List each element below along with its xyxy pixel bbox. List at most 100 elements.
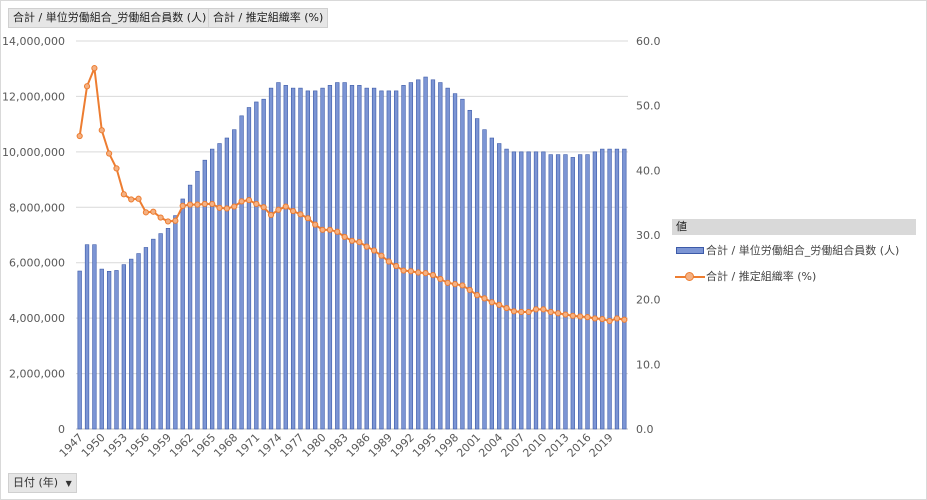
bar-union-members bbox=[239, 115, 244, 430]
line-marker bbox=[429, 271, 437, 279]
line-marker bbox=[98, 127, 105, 134]
y-left-tick-label: 12,000,000 bbox=[2, 90, 65, 103]
bar-union-members bbox=[460, 98, 465, 430]
x-tick-label: 1980 bbox=[300, 431, 329, 460]
line-marker bbox=[91, 65, 98, 72]
bar-union-members bbox=[106, 271, 112, 430]
bar-union-members bbox=[511, 151, 517, 430]
line-marker bbox=[577, 313, 584, 320]
axis-field-label: 日付 (年) bbox=[13, 476, 59, 489]
line-marker bbox=[201, 200, 208, 208]
legend-item-label: 合計 / 推定組織率 (%) bbox=[706, 270, 817, 283]
line-marker bbox=[172, 217, 179, 224]
bar-union-members bbox=[202, 159, 207, 430]
x-tick-label: 1953 bbox=[101, 431, 130, 460]
line-marker bbox=[554, 310, 562, 317]
line-marker bbox=[231, 203, 238, 210]
x-tick-label: 1995 bbox=[410, 431, 439, 460]
bar-union-members bbox=[268, 87, 274, 430]
line-marker bbox=[164, 218, 172, 225]
bar-union-members bbox=[408, 82, 414, 430]
legend-title: 値 bbox=[672, 219, 916, 235]
y-right-tick-label: 40.0 bbox=[636, 164, 661, 177]
bar-union-members bbox=[401, 85, 406, 430]
line-marker bbox=[209, 200, 216, 208]
bar-union-members bbox=[335, 82, 340, 430]
bar-union-members bbox=[482, 129, 487, 430]
bar-union-members bbox=[254, 101, 259, 430]
bar-union-members bbox=[121, 264, 126, 430]
y-left-tick-label: 10,000,000 bbox=[2, 146, 65, 159]
line-marker bbox=[312, 221, 319, 228]
x-tick-label: 1974 bbox=[256, 431, 285, 460]
line-marker bbox=[356, 239, 363, 246]
y-left-tick-label: 4,000,000 bbox=[9, 312, 65, 325]
bar-union-members bbox=[394, 90, 399, 430]
x-tick-label: 1989 bbox=[366, 431, 395, 460]
bar-union-members bbox=[600, 148, 605, 430]
x-tick-label: 1968 bbox=[211, 431, 240, 460]
bar-union-members bbox=[246, 107, 252, 430]
line-marker bbox=[245, 196, 253, 204]
bar-union-members bbox=[313, 90, 318, 430]
line-marker bbox=[518, 308, 525, 316]
bar-union-members bbox=[452, 93, 458, 430]
bar-union-members bbox=[180, 198, 185, 430]
bar-union-members bbox=[357, 85, 362, 430]
y-right-tick-label: 0.0 bbox=[636, 423, 654, 436]
legend-item-union-members[interactable]: 合計 / 単位労働組合_労働組合員数 (人) bbox=[672, 241, 916, 261]
bar-union-members bbox=[327, 85, 333, 430]
x-tick-label: 2019 bbox=[587, 431, 616, 460]
line-marker bbox=[481, 295, 488, 302]
x-tick-label: 2007 bbox=[498, 431, 527, 460]
bar-union-members bbox=[143, 247, 149, 430]
bar-union-members bbox=[592, 151, 598, 430]
bar-union-members bbox=[210, 148, 215, 430]
bar-union-members bbox=[533, 151, 539, 430]
line-marker bbox=[437, 275, 444, 283]
y-right-tick-label: 20.0 bbox=[636, 294, 661, 307]
bar-union-members bbox=[467, 109, 472, 430]
line-marker bbox=[370, 247, 378, 254]
bar-union-members bbox=[136, 253, 141, 430]
legend-item-organization-rate[interactable]: 合計 / 推定組織率 (%) bbox=[672, 267, 916, 287]
bar-union-members bbox=[173, 215, 178, 430]
x-tick-label: 1971 bbox=[233, 431, 262, 460]
line-marker bbox=[451, 281, 459, 288]
bar-union-members bbox=[99, 268, 104, 430]
y-left-tick-label: 6,000,000 bbox=[9, 257, 65, 270]
line-marker bbox=[422, 270, 429, 277]
values-field-button-organization-rate[interactable]: 合計 / 推定組織率 (%) bbox=[208, 8, 329, 28]
bar-union-members bbox=[217, 143, 222, 430]
bar-union-members bbox=[570, 157, 575, 430]
line-marker bbox=[83, 83, 91, 90]
bar-union-members bbox=[614, 148, 620, 430]
x-tick-label: 1950 bbox=[79, 431, 108, 460]
line-marker bbox=[474, 292, 481, 299]
line-marker bbox=[304, 215, 311, 222]
line-marker bbox=[496, 301, 503, 308]
line-marker bbox=[120, 191, 127, 198]
bar-union-members bbox=[607, 148, 612, 430]
line-marker bbox=[613, 315, 621, 322]
axis-field-button-date-year[interactable]: 日付 (年) ▼ bbox=[8, 473, 77, 493]
bar-union-members bbox=[349, 85, 355, 430]
bar-union-members bbox=[519, 151, 524, 430]
line-marker bbox=[503, 304, 510, 312]
bar-union-members bbox=[489, 137, 494, 430]
line-marker bbox=[488, 299, 495, 306]
values-field-button-union-members[interactable]: 合計 / 単位労働組合_労働組合員数 (人) bbox=[8, 8, 212, 28]
line-marker bbox=[223, 205, 230, 212]
y-right-tick-label: 30.0 bbox=[636, 229, 661, 242]
line-marker bbox=[606, 317, 613, 325]
bar-union-members bbox=[497, 143, 502, 430]
bar-union-members bbox=[92, 244, 97, 430]
line-marker bbox=[319, 226, 326, 233]
bar-union-members bbox=[224, 137, 230, 430]
bar-union-members bbox=[77, 270, 82, 430]
y-left-tick-label: 8,000,000 bbox=[9, 201, 65, 214]
line-marker bbox=[157, 214, 164, 221]
bar-union-members bbox=[474, 118, 480, 430]
line-marker bbox=[621, 316, 628, 323]
